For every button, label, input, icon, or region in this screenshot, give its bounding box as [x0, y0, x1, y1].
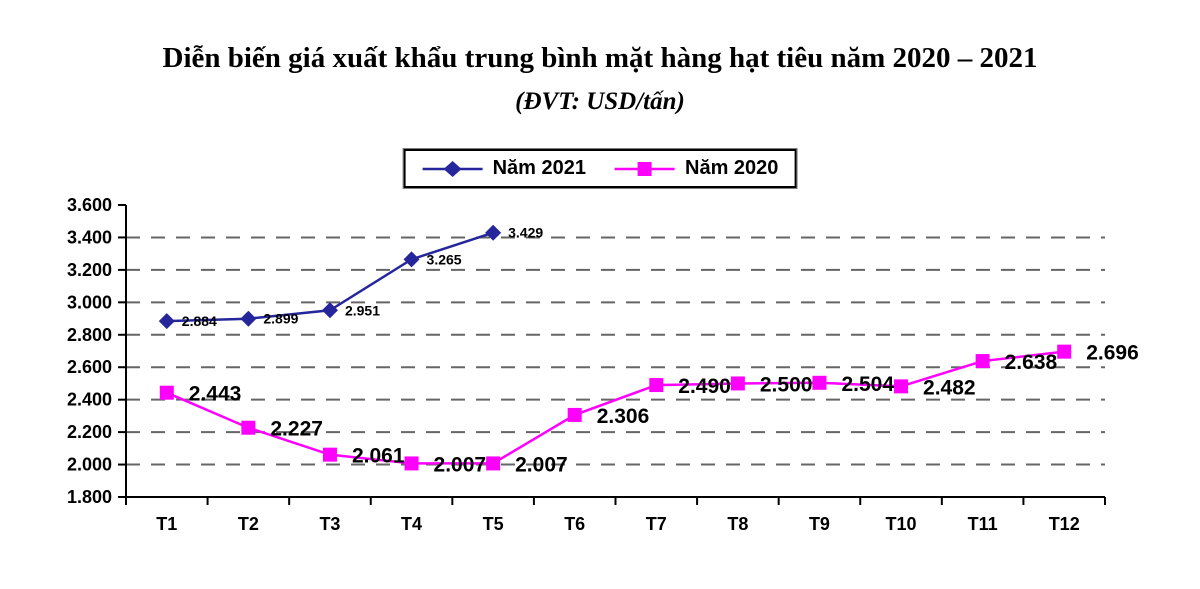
series-line: [166, 350, 1065, 465]
data-label: 2.227: [270, 418, 323, 441]
y-tick-label: 2.400: [67, 390, 112, 410]
y-tick-label: 2.000: [67, 455, 112, 475]
x-tick-label: T4: [401, 514, 422, 534]
data-point-square: [567, 407, 582, 422]
x-tick-label: T9: [809, 514, 830, 534]
legend-label-nam-2020: Năm 2020: [685, 157, 779, 179]
x-tick-label: T3: [319, 514, 340, 534]
x-tick-label: T11: [968, 514, 998, 534]
y-tick-label: 2.200: [67, 422, 112, 442]
x-tick-label: T2: [238, 514, 259, 534]
chart-subtitle: (ĐVT: USD/tấn): [515, 88, 685, 115]
data-point-diamond: [158, 313, 175, 330]
data-label: 2.306: [597, 405, 650, 428]
x-tick-label: T1: [156, 514, 177, 534]
data-label: 2.638: [1005, 351, 1058, 374]
data-point-square: [159, 385, 174, 400]
legend-item-nam-2020: Năm 2020: [614, 157, 778, 180]
y-tick-label: 3.600: [67, 195, 112, 215]
x-tick-label: T8: [727, 514, 748, 534]
data-label: 2.696: [1086, 342, 1139, 365]
data-label: 2.007: [434, 453, 487, 476]
data-point-square: [241, 420, 256, 435]
data-label: 2.490: [678, 375, 731, 398]
chart-legend: Năm 2021 Năm 2020: [402, 148, 798, 189]
data-label: 2.443: [189, 383, 242, 406]
data-point-square: [404, 456, 419, 471]
data-label: 2.884: [182, 313, 217, 329]
legend-label-nam-2021: Năm 2021: [492, 157, 586, 179]
data-point-diamond: [403, 251, 420, 268]
y-tick-label: 2.600: [67, 357, 112, 377]
x-tick-label: T5: [483, 514, 504, 534]
data-point-square: [975, 354, 990, 369]
x-tick-label: T7: [646, 514, 667, 534]
y-tick-label: 3.200: [67, 260, 112, 280]
x-tick-label: T12: [1049, 514, 1080, 534]
data-point-diamond: [485, 224, 502, 241]
y-tick-label: 2.800: [67, 325, 112, 345]
x-tick-label: T6: [564, 514, 585, 534]
data-label: 2.500: [760, 373, 813, 396]
data-label: 2.061: [352, 445, 405, 468]
data-point-diamond: [321, 302, 338, 319]
data-point-square: [322, 447, 337, 462]
data-point-diamond: [240, 310, 257, 327]
line-square-marker-icon: [615, 161, 675, 176]
data-point-square: [1057, 344, 1072, 359]
data-label: 2.482: [923, 376, 976, 399]
data-label: 2.504: [841, 373, 894, 396]
line-diamond-marker-icon: [422, 160, 483, 177]
y-tick-label: 1.800: [67, 487, 112, 507]
y-tick-label: 3.000: [67, 292, 112, 312]
data-point-square: [730, 376, 745, 391]
data-point-square: [486, 456, 501, 471]
data-point-square: [812, 375, 827, 390]
y-tick-label: 3.400: [67, 227, 112, 247]
data-label: 2.007: [515, 453, 568, 476]
x-tick-label: T10: [886, 514, 917, 534]
data-label: 3.429: [508, 225, 543, 241]
data-point-square: [649, 378, 664, 393]
data-label: 2.899: [263, 311, 298, 327]
data-label: 2.951: [345, 302, 380, 318]
legend-item-nam-2021: Năm 2021: [422, 157, 586, 180]
data-label: 3.265: [427, 251, 462, 267]
chart-title: Diễn biến giá xuất khẩu trung bình mặt h…: [162, 42, 1038, 74]
data-point-square: [894, 379, 909, 394]
